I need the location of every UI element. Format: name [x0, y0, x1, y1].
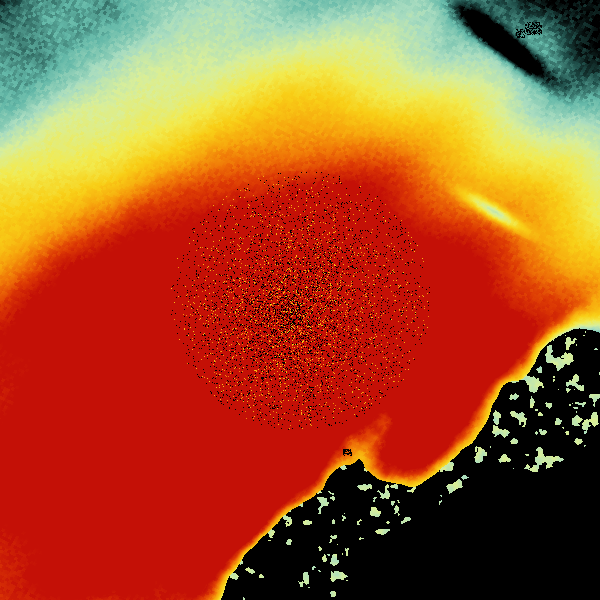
thermal-raster-canvas [0, 0, 600, 600]
satellite-image-viewport: False-colour thermal satellite raster wa… [0, 0, 600, 600]
